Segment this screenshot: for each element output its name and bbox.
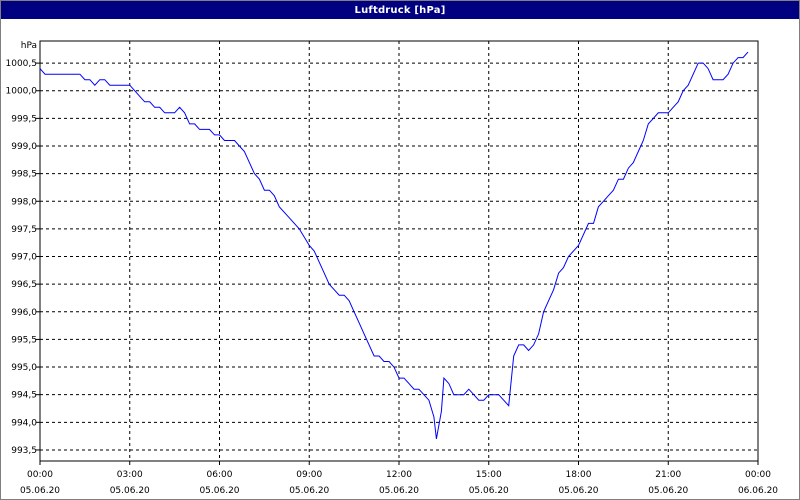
y-tick-label: 998,0 xyxy=(11,197,37,207)
y-tick-label: 999,0 xyxy=(11,142,37,152)
window-title: Luftdruck [hPa] xyxy=(1,1,799,19)
y-tick-label: 995,0 xyxy=(11,363,37,373)
y-tick-label: 994,0 xyxy=(11,418,37,428)
x-tick-time-label: 00:00 xyxy=(745,470,771,480)
x-tick-date-label: 05.06.20 xyxy=(648,486,688,496)
x-tick-date-label: 06.06.20 xyxy=(738,486,778,496)
y-tick-label: 994,5 xyxy=(11,391,37,401)
y-tick-label: 1000,5 xyxy=(6,59,38,69)
x-tick-date-label: 05.06.20 xyxy=(469,486,509,496)
y-tick-label: 997,0 xyxy=(11,253,37,263)
y-tick-label: 996,5 xyxy=(11,280,37,290)
y-tick-label: 995,5 xyxy=(11,335,37,345)
x-tick-time-label: 18:00 xyxy=(566,470,592,480)
x-tick-time-label: 15:00 xyxy=(476,470,502,480)
x-tick-time-label: 03:00 xyxy=(117,470,143,480)
x-tick-time-label: 09:00 xyxy=(296,470,322,480)
x-tick-date-label: 05.06.20 xyxy=(110,486,150,496)
x-tick-time-label: 00:00 xyxy=(27,470,53,480)
x-tick-time-label: 12:00 xyxy=(386,470,412,480)
x-tick-date-label: 05.06.20 xyxy=(199,486,239,496)
x-tick-time-label: 06:00 xyxy=(207,470,233,480)
y-axis-unit-label: hPa xyxy=(21,41,37,51)
y-tick-label: 996,0 xyxy=(11,308,37,318)
y-tick-label: 997,5 xyxy=(11,225,37,235)
x-tick-time-label: 21:00 xyxy=(655,470,681,480)
y-tick-label: 1000,0 xyxy=(6,87,38,97)
x-tick-date-label: 05.06.20 xyxy=(20,486,60,496)
pressure-line-chart: 993,5 994,0 994,5 995,0 995,5 996,0 996,5 997,0… xyxy=(6,40,778,496)
y-tick-label: 998,5 xyxy=(11,170,37,180)
pressure-series-line xyxy=(39,51,749,439)
y-tick-label: 999,5 xyxy=(11,114,37,124)
x-tick-date-label: 05.06.20 xyxy=(379,486,419,496)
y-tick-label: 993,5 xyxy=(11,446,37,456)
x-tick-date-label: 05.06.20 xyxy=(289,486,329,496)
x-tick-date-label: 05.06.20 xyxy=(558,486,598,496)
plot-frame xyxy=(39,40,759,462)
